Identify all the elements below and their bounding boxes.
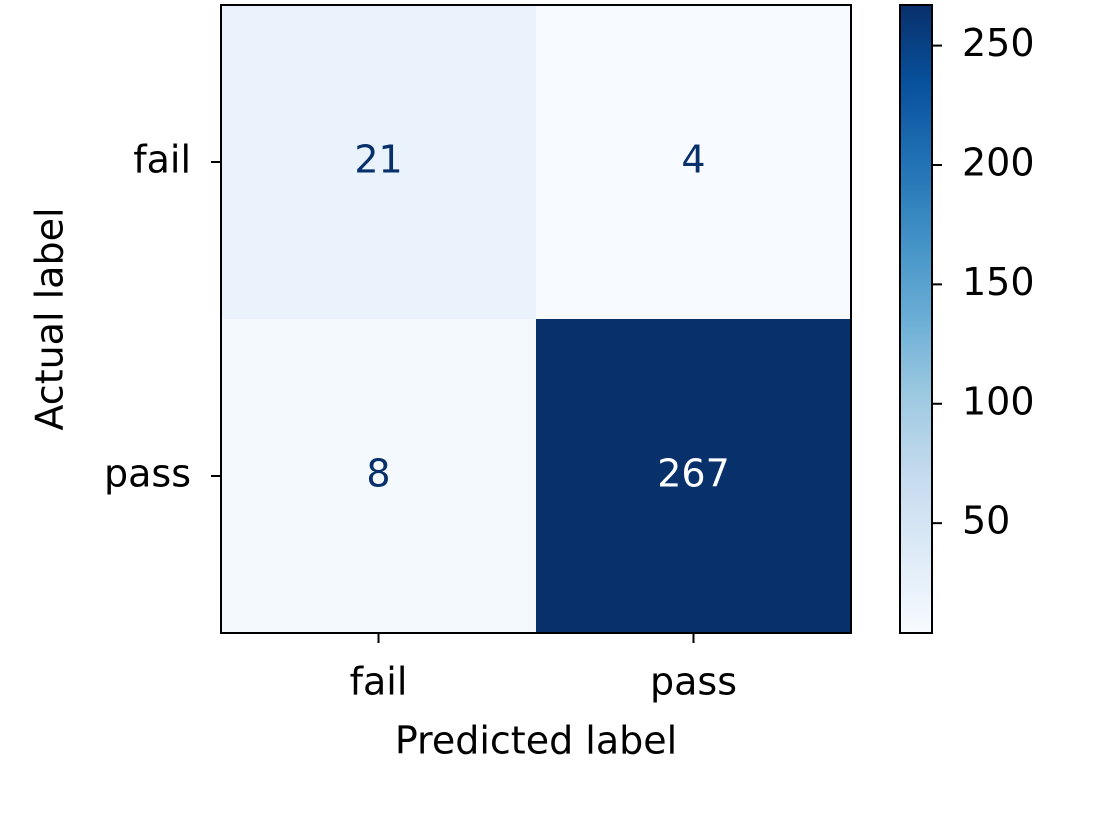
x-axis-label: Predicted label <box>395 719 677 763</box>
y-tick-label: pass <box>104 452 191 496</box>
colorbar-tick-label: 150 <box>962 260 1035 304</box>
cell-value-label: 267 <box>657 452 730 496</box>
x-tick-label: pass <box>650 660 737 704</box>
colorbar <box>899 4 933 634</box>
colorbar-tick-label: 50 <box>962 499 1010 543</box>
colorbar-tick-label: 100 <box>962 379 1035 423</box>
colorbar-tick-label: 250 <box>962 21 1035 65</box>
cell-value-label: 4 <box>681 138 705 182</box>
plot-frame <box>220 4 852 634</box>
heatmap-cell <box>536 319 852 634</box>
x-tick-label: fail <box>350 660 408 704</box>
heatmap-cell <box>536 5 852 320</box>
cell-value-label: 8 <box>366 452 390 496</box>
y-tick-label: fail <box>133 138 191 182</box>
heatmap-cell <box>221 319 537 634</box>
heatmap-cell <box>221 5 537 320</box>
colorbar-tick-label: 200 <box>962 140 1035 184</box>
cell-value-label: 21 <box>354 138 402 182</box>
y-axis-label: Actual label <box>28 207 72 430</box>
